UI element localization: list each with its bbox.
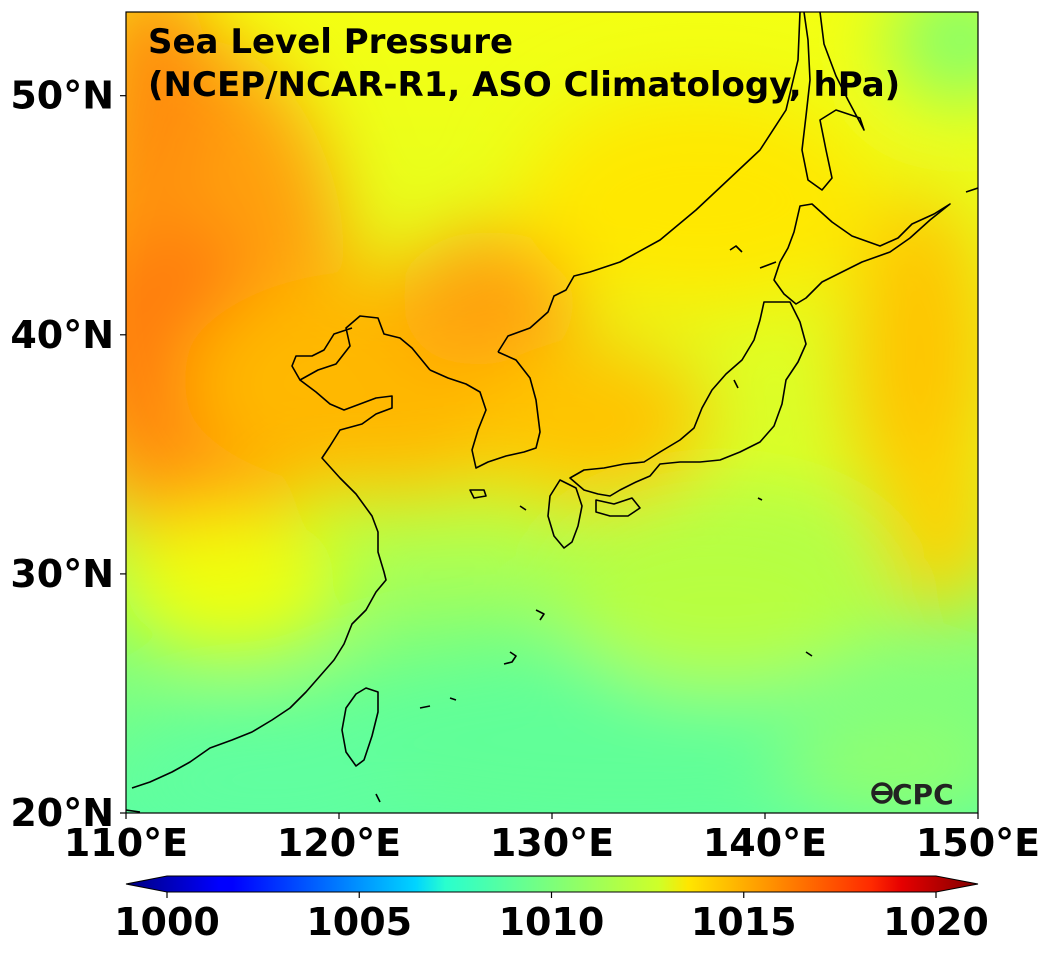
colorbar: 1000 1005 1010 1015 1020 <box>114 875 989 944</box>
coastlines <box>126 12 978 813</box>
colorbar-tick-label: 1005 <box>306 900 412 944</box>
colorbar-tick-label: 1015 <box>691 900 797 944</box>
map-title-line-2: (NCEP/NCAR-R1, ASO Climatology, hPa) <box>148 65 900 105</box>
colorbar-body <box>125 875 979 893</box>
latitude-axis: 20°N 30°N 40°N 50°N <box>10 74 126 835</box>
lat-tick-label: 40°N <box>10 313 114 357</box>
longitude-axis: 110°E 120°E 130°E 140°E 150°E <box>64 813 1040 865</box>
lon-tick-label: 130°E <box>490 821 614 865</box>
map-title-line-1: Sea Level Pressure <box>148 22 513 62</box>
colorbar-tick-label: 1000 <box>114 900 220 944</box>
lon-tick-label: 140°E <box>703 821 827 865</box>
colorbar-tick-label: 1010 <box>499 900 605 944</box>
pressure-field: Sea Level Pressure (NCEP/NCAR-R1, ASO Cl… <box>126 12 978 813</box>
colorbar-tick-label: 1020 <box>883 900 989 944</box>
colorbar-ticks: 1000 1005 1010 1015 1020 <box>114 892 989 944</box>
lon-tick-label: 150°E <box>916 821 1040 865</box>
lat-tick-label: 30°N <box>10 552 114 596</box>
lat-tick-label: 50°N <box>10 74 114 118</box>
cpc-logo: CPC <box>871 778 954 811</box>
cpc-logo-text: CPC <box>892 778 954 811</box>
lat-tick-label: 20°N <box>10 791 114 835</box>
lon-tick-label: 120°E <box>277 821 401 865</box>
lon-tick-label: 110°E <box>64 821 188 865</box>
